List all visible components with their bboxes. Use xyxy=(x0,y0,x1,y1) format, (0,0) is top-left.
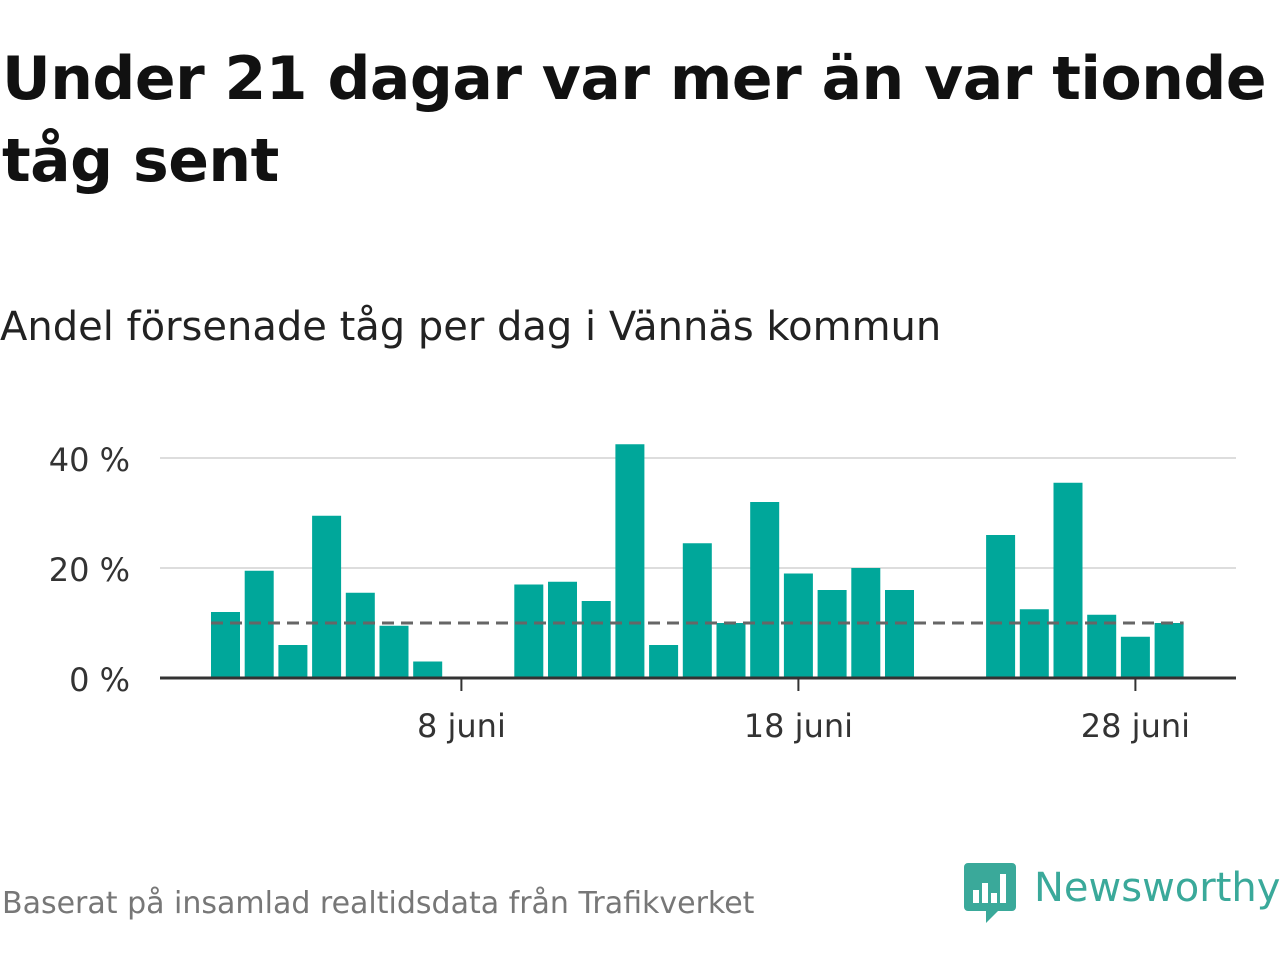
bar xyxy=(1120,636,1150,678)
bar xyxy=(615,444,645,678)
source-note: Baserat på insamlad realtidsdata från Tr… xyxy=(2,886,755,921)
bar xyxy=(649,645,679,678)
x-tick-label: 18 juni xyxy=(744,707,853,745)
bar xyxy=(716,623,746,678)
bar xyxy=(1053,482,1083,678)
chart-subtitle: Andel försenade tåg per dag i Vännäs kom… xyxy=(0,304,942,350)
bar xyxy=(1019,609,1049,678)
bar xyxy=(312,515,342,678)
bar xyxy=(817,590,847,678)
y-tick-label: 40 % xyxy=(49,441,130,479)
y-tick-label: 20 % xyxy=(49,551,130,589)
bar xyxy=(986,535,1016,678)
bar xyxy=(514,584,544,678)
bar xyxy=(1087,614,1117,678)
bar xyxy=(278,645,308,678)
bar xyxy=(885,590,914,678)
newsworthy-chart-logo-icon xyxy=(964,863,1016,923)
x-tick-label: 28 juni xyxy=(1081,707,1190,745)
x-axis: 8 juni 18 juni 28 juni xyxy=(160,676,1236,745)
chart-title: Under 21 dagar var mer än var tionde tåg… xyxy=(2,44,1267,196)
bar xyxy=(548,581,577,678)
brand-logo: Newsworthy xyxy=(964,862,1280,926)
bar xyxy=(379,625,409,678)
y-axis-labels: 0 % 20 % 40 % xyxy=(49,441,130,699)
bar xyxy=(783,573,813,678)
bar xyxy=(413,661,443,678)
bars xyxy=(211,444,1184,678)
bar xyxy=(581,601,611,678)
bar xyxy=(1154,623,1184,678)
y-tick-label: 0 % xyxy=(69,661,130,699)
bar xyxy=(750,502,780,678)
bar xyxy=(682,543,712,678)
bar xyxy=(345,592,375,678)
x-tick-label: 8 juni xyxy=(417,707,506,745)
brand-name: Newsworthy xyxy=(1034,865,1280,911)
